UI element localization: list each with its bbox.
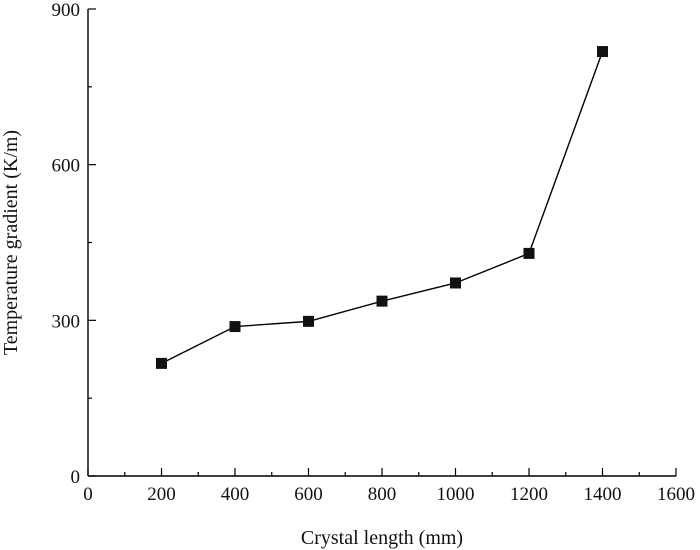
data-point xyxy=(376,295,388,307)
x-tick-label: 0 xyxy=(83,484,93,505)
x-tick-label: 600 xyxy=(294,484,323,505)
y-tick-label: 300 xyxy=(52,311,81,332)
data-point xyxy=(597,46,608,58)
x-tick-label: 1000 xyxy=(437,484,475,505)
x-tick-label: 400 xyxy=(221,484,250,505)
x-tick-label: 1600 xyxy=(657,484,695,505)
series-line xyxy=(161,51,604,365)
x-tick-label: 1200 xyxy=(510,484,548,505)
data-point xyxy=(229,321,241,333)
data-point xyxy=(303,315,314,327)
x-axis-title: Crystal length (mm) xyxy=(301,527,463,549)
data-point xyxy=(156,357,167,369)
series xyxy=(156,46,608,369)
data-point xyxy=(523,247,535,259)
data-point xyxy=(450,277,461,289)
x-tick-label: 800 xyxy=(368,484,397,505)
x-tick-label: 1400 xyxy=(584,484,622,505)
y-tick-label: 600 xyxy=(52,156,81,177)
y-tick-label: 0 xyxy=(71,467,81,488)
x-tick-label: 200 xyxy=(147,484,176,505)
ticks: 0 200 400 600 800 1000 1200 1400 1600 0 300 600 900 xyxy=(52,0,696,505)
axes xyxy=(87,9,676,477)
y-axis-title: Temperature gradient (K/m) xyxy=(0,130,22,355)
y-tick-label: 900 xyxy=(52,0,81,21)
